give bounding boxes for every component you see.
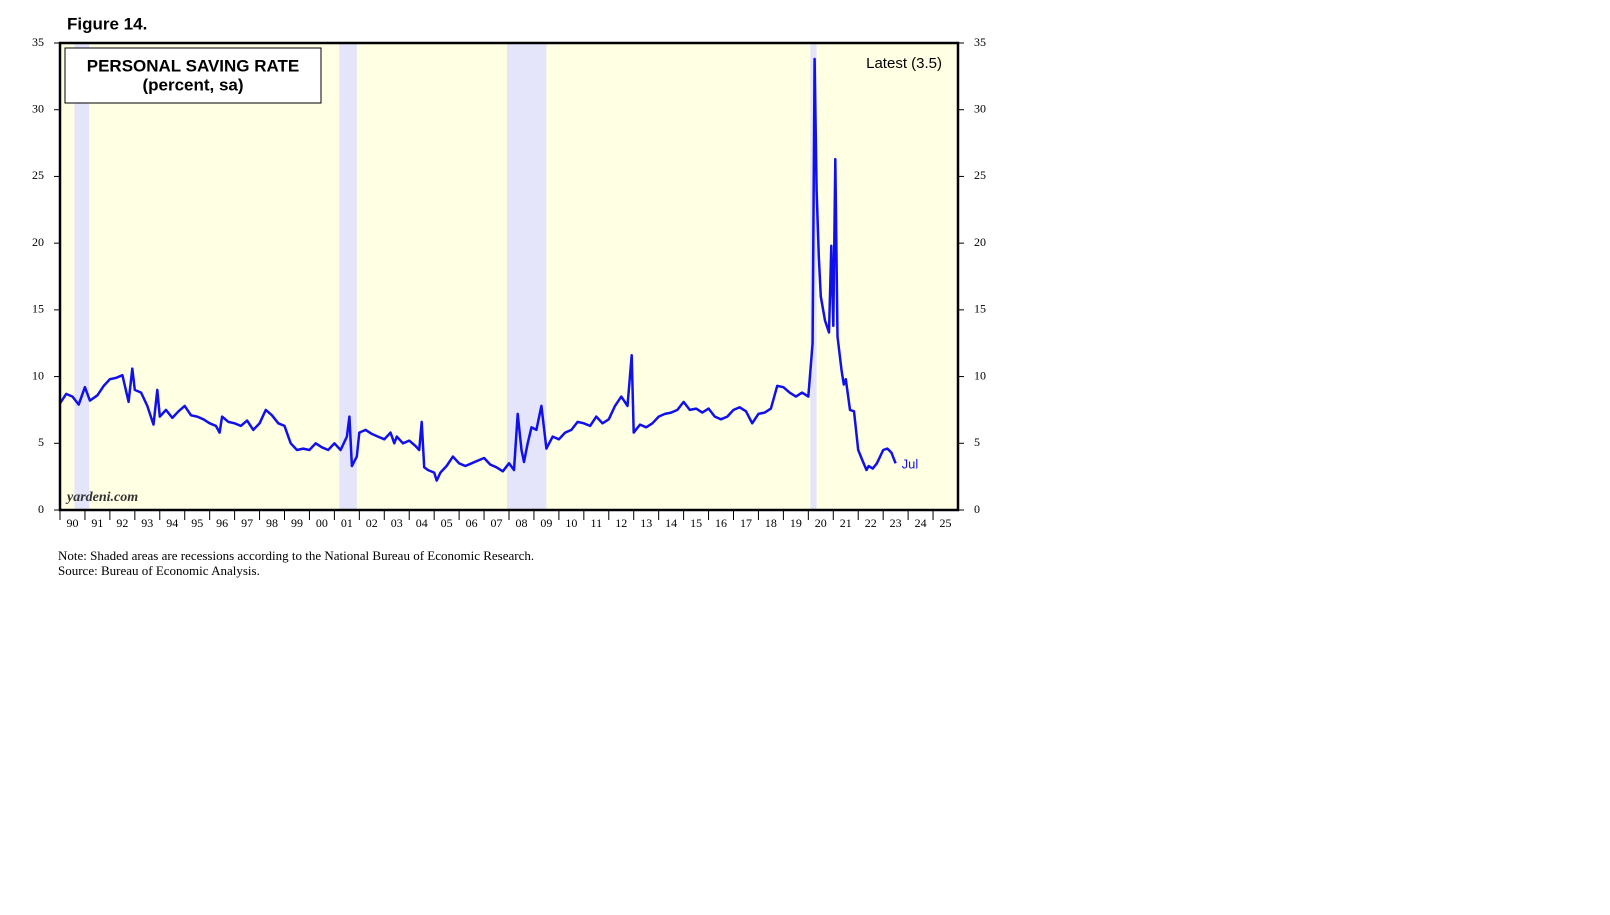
x-tick-label: 17 (740, 516, 752, 530)
y2-tick-label: 5 (974, 435, 980, 449)
x-tick-label: 02 (366, 516, 378, 530)
plot-frame (58, 41, 960, 512)
title-box (64, 47, 322, 104)
x-tick-label: 14 (665, 516, 677, 530)
y-tick-label: 10 (32, 368, 44, 382)
x-tick-label: 91 (91, 516, 103, 530)
x-tick-label: 25 (940, 516, 952, 530)
x-tick-label: 94 (166, 516, 178, 530)
chart-subtitle: (percent, sa) (142, 75, 243, 94)
source: Source: Bureau of Economic Analysis. (58, 563, 260, 578)
y2-tick-label: 25 (974, 168, 986, 182)
recession-band (507, 43, 547, 510)
x-tick-label: 99 (291, 516, 303, 530)
x-tick-label: 08 (515, 516, 527, 530)
figure-label: Figure 14. (67, 14, 147, 33)
end-label: Jul (902, 457, 919, 472)
x-tick-label: 22 (865, 516, 877, 530)
x-tick-label: 07 (491, 516, 503, 530)
x-tick-label: 96 (216, 516, 228, 530)
x-tick-label: 90 (66, 516, 78, 530)
x-tick-label: 19 (790, 516, 802, 530)
x-tick-label: 10 (565, 516, 577, 530)
y-tick-label: 5 (38, 435, 44, 449)
x-tick-label: 15 (690, 516, 702, 530)
watermark: yardeni.com (65, 490, 138, 505)
x-tick-label: 98 (266, 516, 278, 530)
line-series (58, 57, 897, 482)
x-tick-label: 97 (241, 516, 253, 530)
x-tick-label: 06 (466, 516, 478, 530)
recession-band (339, 43, 357, 510)
y2-tick-label: 15 (974, 302, 986, 316)
x-tick-label: 01 (341, 516, 353, 530)
x-tick-label: 23 (890, 516, 902, 530)
x-tick-label: 92 (116, 516, 128, 530)
y-tick-label: 35 (32, 35, 44, 49)
y-tick-label: 30 (32, 101, 44, 115)
x-tick-label: 11 (591, 516, 603, 530)
x-tick-label: 16 (715, 516, 727, 530)
x-tick-label: 18 (765, 516, 777, 530)
y2-tick-label: 30 (974, 101, 986, 115)
x-tick-label: 20 (815, 516, 827, 530)
y2-tick-label: 0 (974, 502, 980, 516)
x-tick-label: 03 (391, 516, 403, 530)
chart-title: PERSONAL SAVING RATE (87, 56, 300, 75)
y-tick-label: 15 (32, 302, 44, 316)
x-tick-label: 12 (615, 516, 627, 530)
x-tick-label: 04 (416, 516, 428, 530)
note: Note: Shaded areas are recessions accord… (58, 548, 534, 563)
y-tick-label: 0 (38, 502, 44, 516)
x-tick-label: 09 (540, 516, 552, 530)
latest-label: Latest (3.5) (866, 55, 942, 72)
x-tick-label: 00 (316, 516, 328, 530)
recession-band (74, 43, 90, 510)
y2-tick-label: 20 (974, 235, 986, 249)
y2-tick-label: 35 (974, 35, 986, 49)
x-tick-label: 13 (640, 516, 652, 530)
x-tick-label: 95 (191, 516, 203, 530)
x-tick-label: 93 (141, 516, 153, 530)
y-tick-label: 25 (32, 168, 44, 182)
x-tick-label: 24 (915, 516, 927, 530)
y-tick-label: 20 (32, 235, 44, 249)
x-tick-label: 21 (840, 516, 852, 530)
y2-tick-label: 10 (974, 368, 986, 382)
x-tick-label: 05 (441, 516, 453, 530)
